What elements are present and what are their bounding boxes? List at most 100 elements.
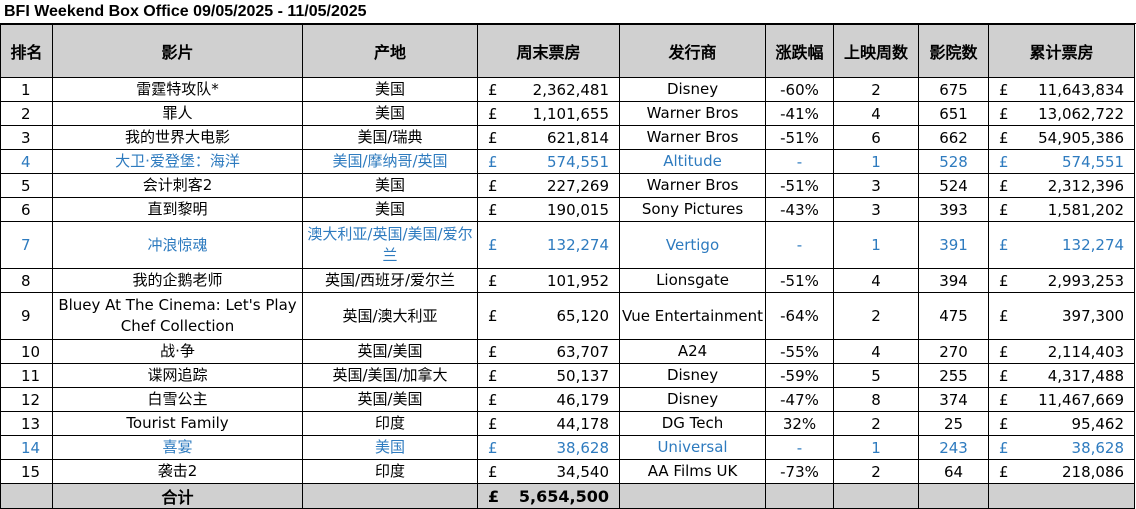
box-office-table: 排名 影片 产地 周末票房 发行商 涨跌幅 上映周数 影院数 累计票房 1 雷霆特…: [0, 24, 1136, 509]
table-row: 13 Tourist Family 印度 £44,178 DG Tech 32% 2 25 £9…: [0, 411, 1136, 436]
rank-cell: 2: [0, 101, 53, 126]
change-cell: -51%: [765, 125, 835, 150]
change-cell: -: [765, 435, 835, 460]
footer-blank: [833, 483, 920, 509]
distributor-cell: Vertigo: [619, 221, 767, 269]
weekend-currency: £: [477, 268, 510, 293]
total-currency: £: [988, 339, 1023, 364]
rank-cell: 3: [0, 125, 53, 150]
weeks-cell: 8: [833, 387, 920, 412]
film-title: 我的世界大电影: [52, 125, 303, 150]
header-row: 排名 影片 产地 周末票房 发行商 涨跌幅 上映周数 影院数 累计票房: [0, 24, 1136, 78]
weekend-currency: £: [477, 411, 510, 436]
total-gross: 54,905,386: [1022, 125, 1136, 150]
weekend-currency: £: [477, 459, 510, 484]
weeks-cell: 2: [833, 292, 920, 340]
header-film: 影片: [52, 24, 303, 78]
weeks-cell: 4: [833, 268, 920, 293]
rank-cell: 10: [0, 339, 53, 364]
distributor-cell: Altitude: [619, 149, 767, 174]
country-cell: 美国: [302, 435, 478, 460]
cinemas-cell: 270: [918, 339, 990, 364]
film-title: 谍网追踪: [52, 363, 303, 388]
header-weeks: 上映周数: [833, 24, 920, 78]
weeks-cell: 6: [833, 125, 920, 150]
weekend-gross: 101,952: [509, 268, 621, 293]
cinemas-cell: 394: [918, 268, 990, 293]
footer-total-weekend: 5,654,500: [509, 483, 621, 509]
header-change: 涨跌幅: [765, 24, 835, 78]
change-cell: 32%: [765, 411, 835, 436]
total-currency: £: [988, 411, 1023, 436]
total-currency: £: [988, 77, 1023, 102]
table-row: 11 谍网追踪 英国/美国/加拿大 £50,137 Disney -59% 5 255 £4,3…: [0, 363, 1136, 388]
cinemas-cell: 524: [918, 173, 990, 198]
weeks-cell: 3: [833, 197, 920, 222]
film-title: 雷霆特攻队*: [52, 77, 303, 102]
film-title: Tourist Family: [52, 411, 303, 436]
total-currency: £: [988, 173, 1023, 198]
country-cell: 美国: [302, 197, 478, 222]
weekend-gross: 227,269: [509, 173, 621, 198]
distributor-cell: Lionsgate: [619, 268, 767, 293]
cinemas-cell: 25: [918, 411, 990, 436]
weeks-cell: 2: [833, 459, 920, 484]
rank-cell: 4: [0, 149, 53, 174]
weekend-gross: 621,814: [509, 125, 621, 150]
country-cell: 印度: [302, 459, 478, 484]
table-row: 2 罪人 美国 £1,101,655 Warner Bros -41% 4 651 £13,06…: [0, 101, 1136, 126]
total-currency: £: [988, 435, 1023, 460]
header-rank: 排名: [0, 24, 53, 78]
film-title: 冲浪惊魂: [52, 221, 303, 269]
rank-cell: 8: [0, 268, 53, 293]
total-gross: 38,628: [1022, 435, 1136, 460]
total-gross: 132,274: [1022, 221, 1136, 269]
total-currency: £: [988, 387, 1023, 412]
total-currency: £: [988, 292, 1023, 340]
weekend-currency: £: [477, 125, 510, 150]
change-cell: -51%: [765, 173, 835, 198]
weeks-cell: 1: [833, 435, 920, 460]
weekend-currency: £: [477, 173, 510, 198]
table-row: 5 会计刺客2 美国 £227,269 Warner Bros -51% 3 524 £2,31…: [0, 173, 1136, 198]
distributor-cell: AA Films UK: [619, 459, 767, 484]
film-title: 罪人: [52, 101, 303, 126]
film-title: 会计刺客2: [52, 173, 303, 198]
weekend-gross: 574,551: [509, 149, 621, 174]
rank-cell: 6: [0, 197, 53, 222]
total-gross: 11,467,669: [1022, 387, 1136, 412]
table-row: 15 袭击2 印度 £34,540 AA Films UK -73% 2 64 £218,086: [0, 459, 1136, 484]
table-row: 1 雷霆特攻队* 美国 £2,362,481 Disney -60% 2 675 £11,643…: [0, 77, 1136, 102]
country-cell: 印度: [302, 411, 478, 436]
total-gross: 13,062,722: [1022, 101, 1136, 126]
header-cinemas: 影院数: [918, 24, 990, 78]
weekend-gross: 46,179: [509, 387, 621, 412]
table-row: 7 冲浪惊魂 澳大利亚/英国/美国/爱尔兰 £132,274 Vertigo -1 391 £…: [0, 221, 1136, 269]
cinemas-cell: 64: [918, 459, 990, 484]
film-title: 袭击2: [52, 459, 303, 484]
rank-cell: 7: [0, 221, 53, 269]
change-cell: -73%: [765, 459, 835, 484]
cinemas-cell: 662: [918, 125, 990, 150]
total-gross: 1,581,202: [1022, 197, 1136, 222]
footer-blank: [0, 483, 53, 509]
cinemas-cell: 528: [918, 149, 990, 174]
distributor-cell: Warner Bros: [619, 125, 767, 150]
country-cell: 美国: [302, 77, 478, 102]
weekend-gross: 34,540: [509, 459, 621, 484]
distributor-cell: Disney: [619, 363, 767, 388]
weekend-currency: £: [477, 149, 510, 174]
weeks-cell: 5: [833, 363, 920, 388]
distributor-cell: Warner Bros: [619, 173, 767, 198]
weekend-gross: 65,120: [509, 292, 621, 340]
weekend-gross: 38,628: [509, 435, 621, 460]
total-gross: 95,462: [1022, 411, 1136, 436]
change-cell: -43%: [765, 197, 835, 222]
distributor-cell: Disney: [619, 387, 767, 412]
distributor-cell: Warner Bros: [619, 101, 767, 126]
weekend-gross: 2,362,481: [509, 77, 621, 102]
weeks-cell: 4: [833, 339, 920, 364]
country-cell: 英国/美国: [302, 387, 478, 412]
footer-blank: [765, 483, 835, 509]
change-cell: -47%: [765, 387, 835, 412]
